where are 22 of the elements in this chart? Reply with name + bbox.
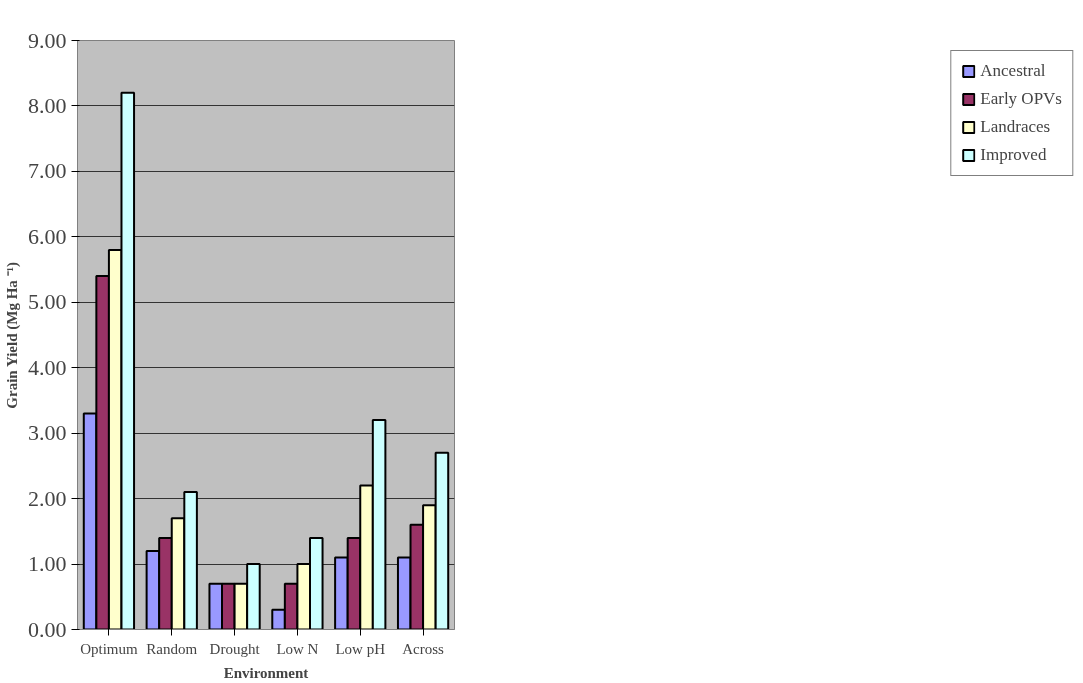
x-tick-label: Low pH — [335, 640, 386, 657]
y-tick-label: 0.00 — [28, 616, 67, 642]
y-tick-label: 3.00 — [28, 420, 67, 446]
y-tick-label: 1.00 — [28, 551, 67, 577]
y-tick-label: 7.00 — [28, 158, 67, 184]
x-axis-title: Environment — [223, 664, 309, 681]
legend-label: Ancestral — [980, 61, 1046, 81]
y-tick-label: 4.00 — [28, 354, 67, 380]
x-tick-label: Random — [146, 640, 198, 657]
y-tick-label: 9.00 — [28, 27, 67, 53]
y-tick-label: 2.00 — [28, 485, 67, 511]
x-tick-label: Across — [402, 640, 445, 657]
legend-label: Landraces — [980, 117, 1051, 137]
y-axis-title: Grain Yield (Mg Ha ⁻¹) — [4, 261, 21, 409]
legend-label: Early OPVs — [980, 89, 1062, 109]
x-tick-label: Optimum — [80, 640, 138, 657]
x-tick-label: Drought — [209, 640, 261, 657]
y-tick-label: 5.00 — [28, 289, 67, 315]
y-tick-label: 8.00 — [28, 92, 67, 118]
legend-label: Improved — [980, 145, 1047, 165]
x-tick-label: Low N — [276, 640, 319, 657]
y-tick-label: 6.00 — [28, 223, 67, 249]
